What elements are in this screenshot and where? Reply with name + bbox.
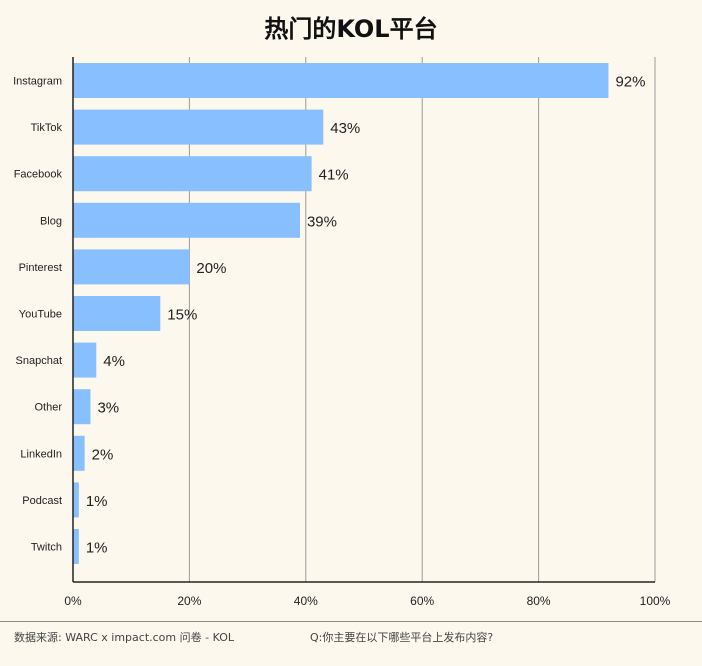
bar (73, 109, 324, 145)
bar (73, 529, 79, 564)
category-label: Snapchat (16, 355, 62, 367)
bar (73, 389, 91, 425)
source-note: 数据来源: WARC x impact.com 问卷 - KOL (14, 631, 234, 644)
bar (73, 156, 312, 192)
question-note: Q:你主要在以下哪些平台上发布内容? (310, 631, 494, 644)
value-label: 3% (97, 400, 119, 417)
bars (73, 63, 609, 564)
value-label: 2% (92, 446, 114, 463)
category-label: Instagram (13, 76, 62, 88)
category-label: Twitch (31, 542, 62, 554)
bar (73, 296, 161, 331)
value-label: 15% (167, 307, 197, 324)
x-tick-label: 100% (640, 594, 671, 608)
value-label: 41% (319, 167, 349, 184)
bar (73, 202, 300, 238)
value-label: 1% (86, 540, 108, 557)
footer-divider (0, 621, 702, 622)
axes (72, 57, 655, 583)
category-label: YouTube (19, 309, 62, 321)
bar (73, 435, 85, 471)
category-label: Pinterest (19, 262, 62, 274)
x-tick-label: 80% (527, 594, 551, 608)
category-label: TikTok (31, 122, 63, 134)
value-label: 1% (86, 493, 108, 510)
bar (73, 342, 97, 378)
value-label: 43% (330, 120, 360, 137)
category-label: LinkedIn (20, 448, 62, 460)
category-label: Podcast (22, 495, 62, 507)
chart-title: 热门的KOL平台 (264, 15, 438, 43)
category-label: Other (34, 402, 62, 414)
value-label: 20% (196, 260, 226, 277)
x-tick-label: 40% (294, 594, 318, 608)
labels: 0% 20% 40% 60% 80% 100% Instagram 92% TikTok 43% F… (13, 74, 671, 609)
bar (73, 249, 190, 285)
x-tick-label: 60% (410, 594, 434, 608)
category-label: Facebook (14, 169, 63, 181)
value-label: 39% (307, 213, 337, 230)
category-label: Blog (40, 215, 62, 227)
bar-chart: 0% 20% 40% 60% 80% 100% Instagram 92% TikTok 43% F… (13, 57, 671, 609)
x-tick-label: 20% (177, 594, 201, 608)
bar (73, 482, 79, 518)
value-label: 92% (615, 74, 645, 91)
x-tick-label: 0% (64, 594, 82, 608)
bar (73, 63, 609, 98)
value-label: 4% (103, 353, 125, 370)
